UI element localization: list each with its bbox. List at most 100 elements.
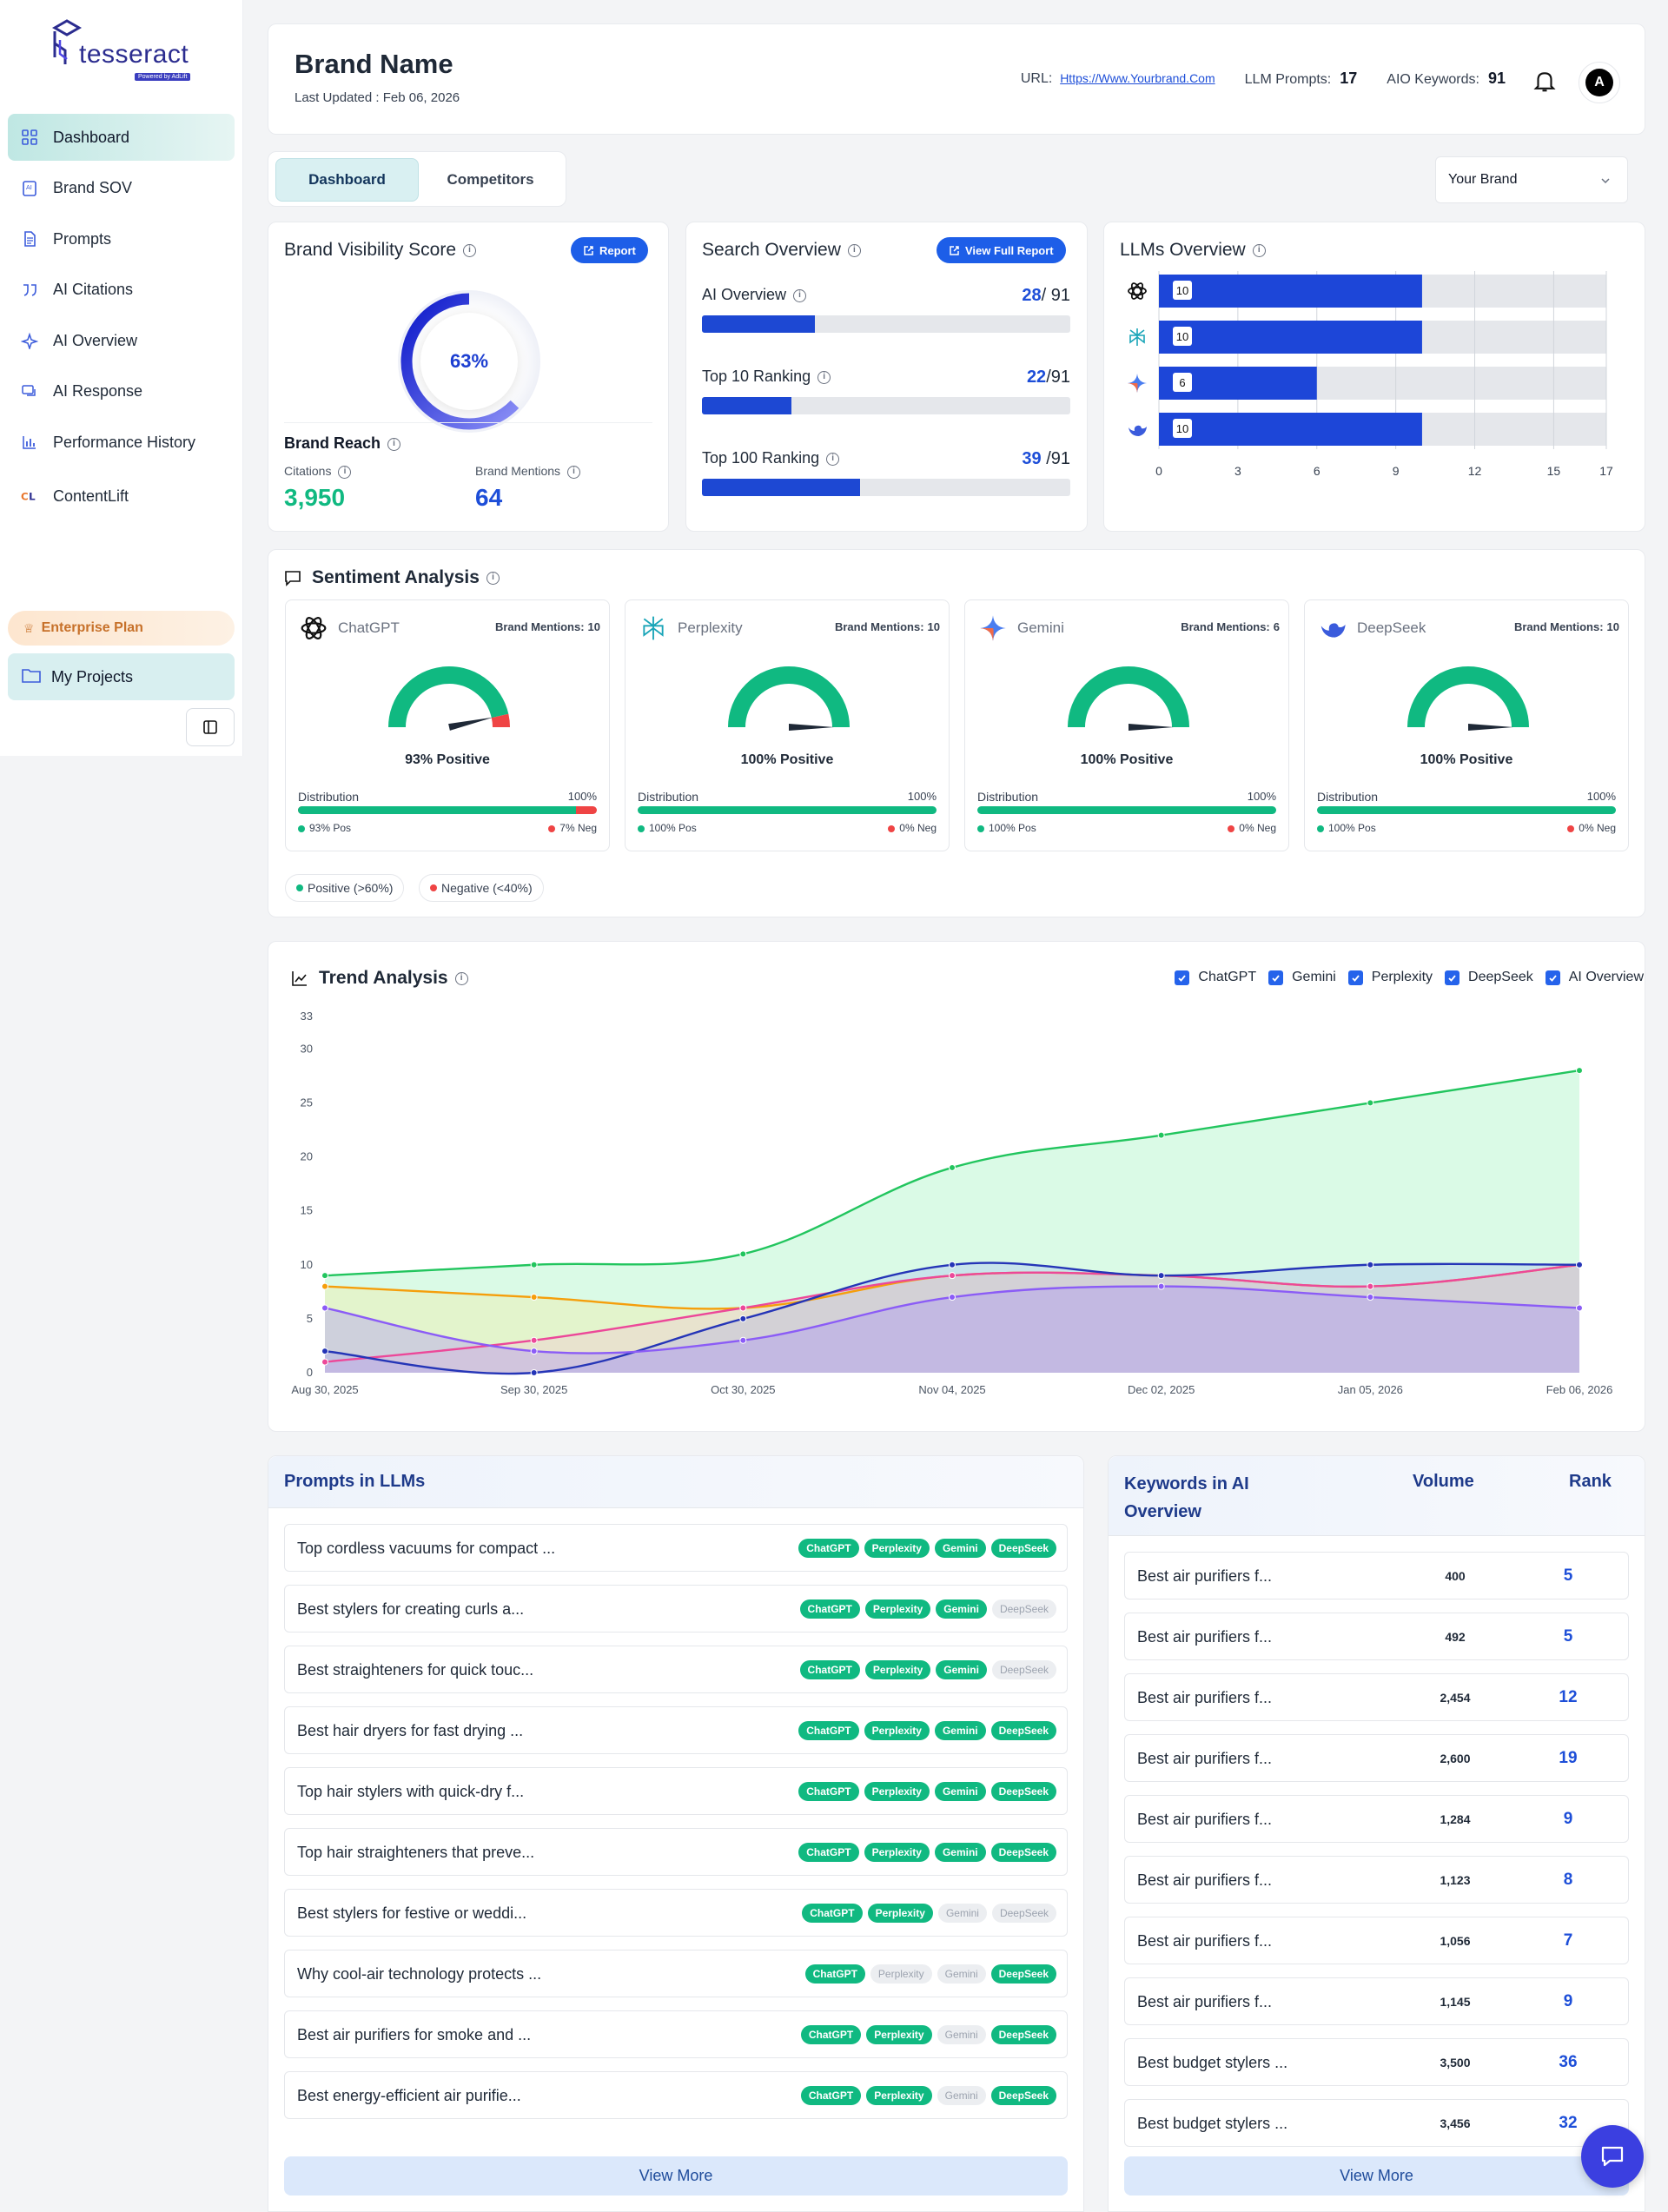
- llm-bar[interactable]: [1159, 413, 1422, 446]
- series-point[interactable]: [1157, 1131, 1165, 1139]
- sidebar-item-ai-response[interactable]: AI Response: [8, 368, 235, 415]
- gauge-needle: [1468, 724, 1513, 731]
- prompt-text: Best hair dryers for fast drying ...: [297, 1722, 524, 1739]
- info-icon[interactable]: i: [1252, 243, 1266, 257]
- series-point[interactable]: [949, 1261, 956, 1268]
- toggle-deepseek[interactable]: DeepSeek: [1445, 970, 1533, 985]
- series-point[interactable]: [949, 1163, 956, 1171]
- keyword-rank: 8: [1563, 1871, 1573, 1889]
- tab-dashboard[interactable]: Dashboard: [275, 158, 419, 202]
- info-icon[interactable]: i: [847, 243, 861, 257]
- series-point[interactable]: [1157, 1272, 1165, 1280]
- prompt-row[interactable]: Best energy-efficient air purifie... Chat…: [284, 2071, 1068, 2119]
- toggle-chatgpt[interactable]: ChatGPT: [1175, 970, 1256, 985]
- series-point[interactable]: [1367, 1282, 1374, 1290]
- series-point[interactable]: [321, 1358, 328, 1366]
- series-point[interactable]: [739, 1304, 747, 1312]
- series-point[interactable]: [1576, 1261, 1583, 1268]
- llm-bar[interactable]: [1159, 321, 1422, 354]
- keyword-row[interactable]: Best budget stylers ... 3,500 36: [1124, 2038, 1629, 2086]
- prompt-row[interactable]: Best hair dryers for fast drying ... Chat…: [284, 1706, 1068, 1754]
- keyword-row[interactable]: Best air purifiers f... 492 5: [1124, 1613, 1629, 1660]
- info-icon[interactable]: i: [463, 243, 477, 257]
- series-point[interactable]: [739, 1250, 747, 1258]
- brand-select[interactable]: Your Brand: [1435, 156, 1628, 203]
- keyword-row[interactable]: Best air purifiers f... 1,145 9: [1124, 1977, 1629, 2025]
- series-point[interactable]: [1367, 1261, 1374, 1268]
- prompt-row[interactable]: Why cool-air technology protects ... Chat…: [284, 1950, 1068, 1997]
- toggle-gemini[interactable]: Gemini: [1268, 970, 1336, 985]
- sidebar-item-brand-sov[interactable]: AI Brand SOV: [8, 165, 235, 212]
- info-icon[interactable]: i: [338, 465, 352, 479]
- llm-bar[interactable]: [1159, 275, 1422, 308]
- info-icon[interactable]: i: [826, 452, 840, 466]
- my-projects-button[interactable]: My Projects: [8, 653, 235, 700]
- info-icon[interactable]: i: [817, 370, 831, 384]
- llm-tick-label: 17: [1599, 464, 1613, 478]
- search-overview-row: Top 100 Ranking i 39 /91: [702, 449, 1070, 496]
- prompt-row[interactable]: Best stylers for creating curls a... Chat…: [284, 1585, 1068, 1633]
- prompts-view-more-button[interactable]: View More: [284, 2156, 1068, 2195]
- series-point[interactable]: [1576, 1067, 1583, 1075]
- keyword-row[interactable]: Best budget stylers ... 3,456 32: [1124, 2099, 1629, 2147]
- report-button[interactable]: Report: [571, 237, 648, 263]
- keyword-row[interactable]: Best air purifiers f... 2,600 19: [1124, 1734, 1629, 1782]
- sidebar-item-performance-history[interactable]: Performance History: [8, 419, 235, 466]
- sidebar-item-ai-overview[interactable]: AI Overview: [8, 317, 235, 364]
- positive-share-label: 100% Pos: [1328, 822, 1376, 834]
- keyword-row[interactable]: Best air purifiers f... 400 5: [1124, 1552, 1629, 1599]
- series-point[interactable]: [321, 1272, 328, 1280]
- positive-dot: [298, 825, 305, 832]
- sidebar-item-prompts[interactable]: Prompts: [8, 215, 235, 262]
- keyword-row[interactable]: Best air purifiers f... 2,454 12: [1124, 1673, 1629, 1721]
- info-icon[interactable]: i: [793, 288, 807, 302]
- info-icon[interactable]: i: [486, 571, 500, 585]
- keywords-view-more-button[interactable]: View More: [1124, 2156, 1629, 2195]
- prompt-row[interactable]: Top cordless vacuums for compact ... Chat…: [284, 1524, 1068, 1572]
- series-point[interactable]: [1367, 1294, 1374, 1301]
- view-full-report-button[interactable]: View Full Report: [937, 237, 1066, 263]
- prompt-row[interactable]: Top hair stylers with quick-dry f... Chat…: [284, 1767, 1068, 1815]
- sentiment-positive-label: 93% Positive: [405, 752, 490, 767]
- keyword-row[interactable]: Best air purifiers f... 1,123 8: [1124, 1856, 1629, 1904]
- mentions-label-text: Brand Mentions: [475, 464, 561, 478]
- series-point[interactable]: [1367, 1099, 1374, 1107]
- info-icon[interactable]: i: [454, 971, 468, 985]
- series-point[interactable]: [530, 1369, 538, 1376]
- sidebar-item-ai-citations[interactable]: AI Citations: [8, 267, 235, 314]
- prompt-row[interactable]: Best straighteners for quick touc... Chat…: [284, 1646, 1068, 1693]
- series-point[interactable]: [530, 1336, 538, 1344]
- series-point[interactable]: [530, 1261, 538, 1268]
- series-point[interactable]: [949, 1294, 956, 1301]
- series-point[interactable]: [530, 1294, 538, 1301]
- prompt-row[interactable]: Top hair straighteners that preve... Chat…: [284, 1828, 1068, 1876]
- keyword-row[interactable]: Best air purifiers f... 1,284 9: [1124, 1795, 1629, 1843]
- series-point[interactable]: [321, 1304, 328, 1312]
- tesseract-logo[interactable]: tesseract Powered by AdLift: [48, 19, 195, 87]
- user-avatar[interactable]: A: [1579, 62, 1620, 103]
- series-point[interactable]: [530, 1348, 538, 1355]
- series-point[interactable]: [321, 1282, 328, 1290]
- chat-support-button[interactable]: [1581, 2125, 1644, 2188]
- prompt-row[interactable]: Best air purifiers for smoke and ... Chat…: [284, 2010, 1068, 2058]
- brand-url-link[interactable]: Https://Www.Yourbrand.Com: [1060, 70, 1215, 85]
- series-point[interactable]: [739, 1336, 747, 1344]
- bell-icon[interactable]: [1532, 68, 1558, 94]
- collapse-sidebar-button[interactable]: [186, 708, 235, 746]
- series-point[interactable]: [949, 1272, 956, 1280]
- toggle-perplexity[interactable]: Perplexity: [1347, 970, 1433, 985]
- series-point[interactable]: [321, 1348, 328, 1355]
- prompt-llm-chips: ChatGPT Perplexity Gemini DeepSeek: [799, 1660, 1056, 1679]
- info-icon[interactable]: i: [567, 465, 581, 479]
- tab-competitors[interactable]: Competitors: [447, 171, 534, 188]
- toggle-ai-overview[interactable]: AI Overview: [1545, 970, 1644, 985]
- sidebar-item-dashboard[interactable]: Dashboard: [8, 114, 235, 161]
- series-point[interactable]: [1576, 1304, 1583, 1312]
- keyword-row[interactable]: Best air purifiers f... 1,056 7: [1124, 1917, 1629, 1964]
- enterprise-plan-badge[interactable]: ♕ Enterprise Plan: [8, 611, 235, 646]
- series-point[interactable]: [1157, 1282, 1165, 1290]
- prompt-row[interactable]: Best stylers for festive or weddi... Chat…: [284, 1889, 1068, 1937]
- info-icon[interactable]: i: [387, 437, 401, 451]
- series-point[interactable]: [739, 1315, 747, 1322]
